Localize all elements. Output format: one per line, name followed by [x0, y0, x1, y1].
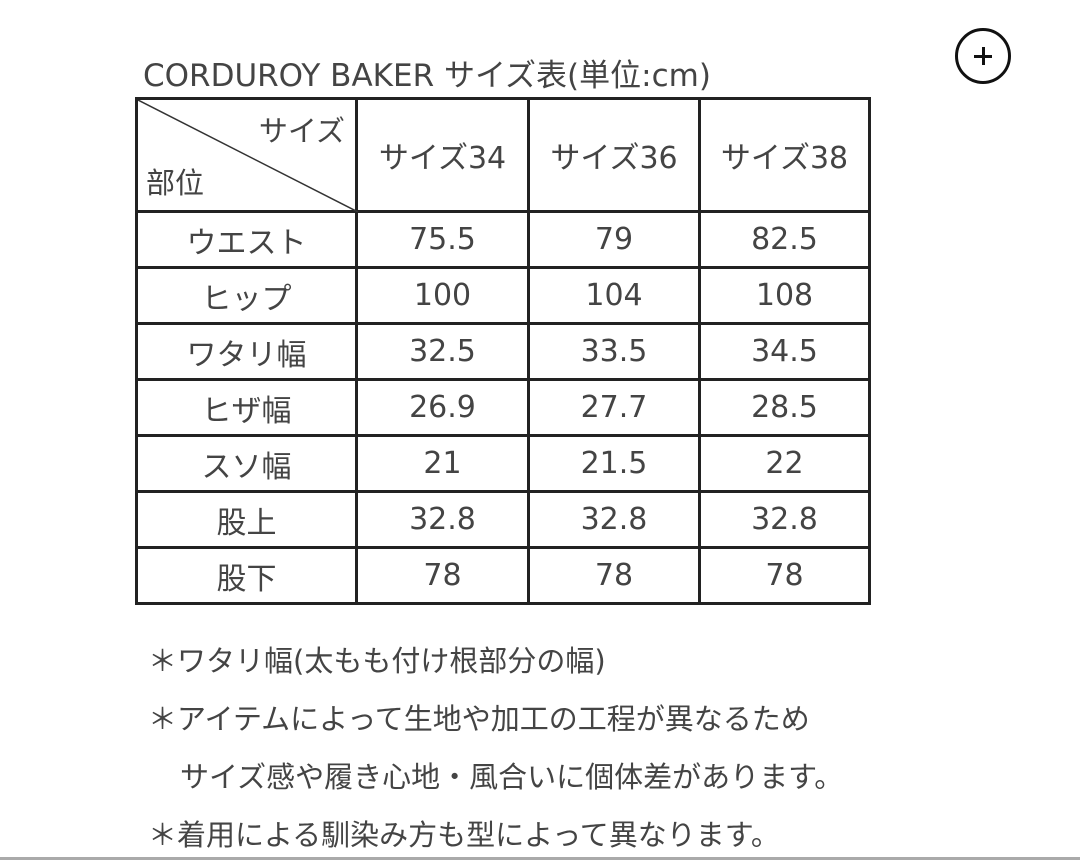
- table-cell: 32.8: [355, 490, 530, 549]
- row-label: 股下: [135, 546, 358, 605]
- column-header: サイズ36: [527, 97, 701, 213]
- table-cell: 82.5: [698, 210, 871, 269]
- table-cell: 75.5: [355, 210, 530, 269]
- diagonal-divider: [138, 100, 358, 212]
- table-cell: 28.5: [698, 378, 871, 437]
- table-cell: 104: [527, 266, 701, 325]
- table-row: ヒザ幅 26.9 27.7 28.5: [135, 378, 871, 437]
- table-row: 股上 32.8 32.8 32.8: [135, 490, 871, 549]
- table-cell: 108: [698, 266, 871, 325]
- row-label: ウエスト: [135, 210, 358, 269]
- table-cell: 21.5: [527, 434, 701, 493]
- note-line: サイズ感や履き心地・風合いに個体差があります。: [180, 760, 844, 794]
- note-line: ＊着用による馴染み方も型によって異なります。: [148, 818, 780, 852]
- row-label: スソ幅: [135, 434, 358, 493]
- table-cell: 32.8: [527, 490, 701, 549]
- divider: [0, 857, 1080, 860]
- table-cell: 78: [698, 546, 871, 605]
- table-header-row: サイズ 部位 サイズ34 サイズ36 サイズ38: [135, 97, 871, 213]
- table-cell: 79: [527, 210, 701, 269]
- corner-size-label: サイズ: [258, 114, 345, 148]
- table-cell: 78: [355, 546, 530, 605]
- table-row: スソ幅 21 21.5 22: [135, 434, 871, 493]
- table-cell: 26.9: [355, 378, 530, 437]
- table-row: ウエスト 75.5 79 82.5: [135, 210, 871, 269]
- notes: ＊ワタリ幅(太もも付け根部分の幅) ＊アイテムによって生地や加工の工程が異なるた…: [148, 632, 843, 864]
- row-label: ワタリ幅: [135, 322, 358, 381]
- size-table: サイズ 部位 サイズ34 サイズ36 サイズ38 ウエスト 75.5 79 82.5 ヒ…: [135, 97, 871, 605]
- table-row: ワタリ幅 32.5 33.5 34.5: [135, 322, 871, 381]
- note-line: ＊ワタリ幅(太もも付け根部分の幅): [148, 644, 606, 678]
- table-cell: 33.5: [527, 322, 701, 381]
- row-label: ヒップ: [135, 266, 358, 325]
- row-label: 股上: [135, 490, 358, 549]
- table-cell: 27.7: [527, 378, 701, 437]
- corner-part-label: 部位: [146, 166, 205, 200]
- column-header: サイズ34: [355, 97, 530, 213]
- table-cell: 32.8: [698, 490, 871, 549]
- table-row: 股下 78 78 78: [135, 546, 871, 605]
- zoom-in-button[interactable]: [955, 28, 1011, 84]
- table-cell: 78: [527, 546, 701, 605]
- table-cell: 100: [355, 266, 530, 325]
- note-line: ＊アイテムによって生地や加工の工程が異なるため: [148, 702, 810, 736]
- page-title: CORDUROY BAKER サイズ表(単位:cm): [143, 58, 711, 94]
- table-cell: 34.5: [698, 322, 871, 381]
- row-label: ヒザ幅: [135, 378, 358, 437]
- column-header: サイズ38: [698, 97, 871, 213]
- table-row: ヒップ 100 104 108: [135, 266, 871, 325]
- table-cell: 22: [698, 434, 871, 493]
- corner-cell: サイズ 部位: [135, 97, 358, 213]
- table-cell: 21: [355, 434, 530, 493]
- table-cell: 32.5: [355, 322, 530, 381]
